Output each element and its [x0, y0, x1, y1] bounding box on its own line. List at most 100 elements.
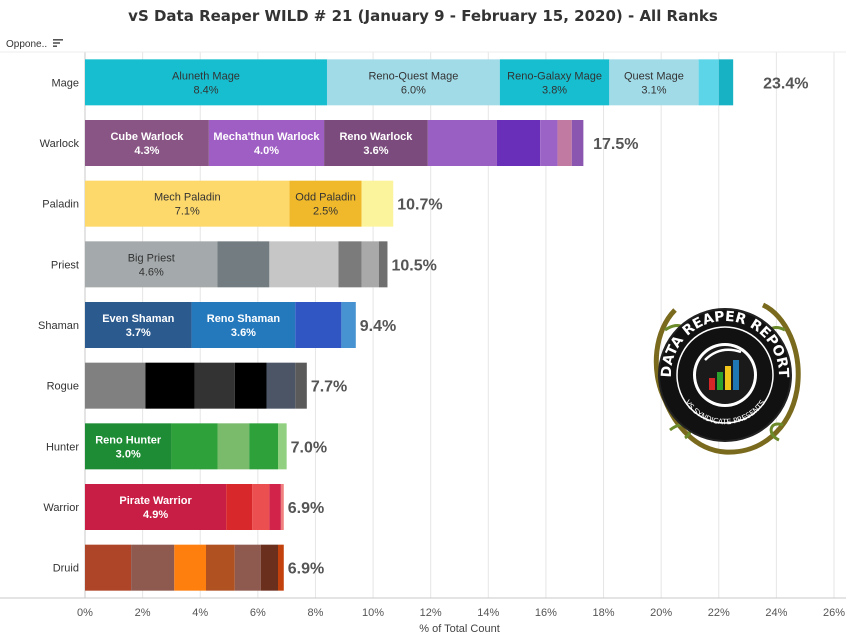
bar-segment	[85, 484, 227, 530]
x-tick-label: 8%	[308, 607, 324, 619]
segment-label: Reno Warlock	[339, 131, 413, 143]
segment-value-label: 4.0%	[254, 145, 279, 157]
segment-label: Odd Paladin	[295, 192, 356, 204]
x-tick-label: 6%	[250, 607, 266, 619]
x-tick-label: 26%	[823, 607, 845, 619]
segment-value-label: 3.6%	[363, 145, 388, 157]
bar-segment	[260, 544, 279, 591]
segment-label: Reno Shaman	[207, 313, 281, 325]
segment-label: Quest Mage	[624, 70, 684, 82]
bar-segment	[496, 120, 541, 166]
bar-segment	[171, 423, 218, 470]
bar-segment	[557, 120, 572, 166]
bar-segment	[85, 302, 192, 348]
segment-value-label: 3.1%	[641, 84, 666, 96]
bar-segment	[280, 484, 284, 530]
bar-segment	[217, 241, 270, 288]
segment-value-label: 6.0%	[401, 84, 426, 96]
bar-segment	[85, 362, 146, 409]
segment-value-label: 7.1%	[175, 206, 200, 218]
segment-value-label: 3.6%	[231, 327, 256, 339]
bar-segment	[252, 484, 270, 530]
x-tick-label: 14%	[477, 607, 499, 619]
segment-value-label: 4.6%	[139, 266, 164, 278]
category-label: Rogue	[47, 381, 79, 393]
segment-value-label: 2.5%	[313, 206, 338, 218]
segment-label: Even Shaman	[102, 313, 174, 325]
opponent-field-label[interactable]: Oppone..	[6, 39, 48, 50]
bar-segment	[289, 180, 362, 227]
bar-segment	[324, 120, 428, 166]
bar-segment	[571, 120, 584, 166]
bar-segment	[217, 423, 250, 470]
category-label: Priest	[51, 259, 79, 271]
category-label: Warrior	[43, 502, 79, 514]
segment-value-label: 3.0%	[116, 448, 141, 460]
segment-label: Cube Warlock	[110, 131, 184, 143]
bar-segment	[85, 120, 209, 166]
category-label: Paladin	[42, 199, 79, 211]
bar-total-label: 7.7%	[311, 379, 347, 396]
x-tick-label: 22%	[708, 607, 730, 619]
bar-segment	[145, 362, 195, 409]
x-tick-label: 18%	[593, 607, 615, 619]
bar-segment	[85, 241, 218, 288]
bar-total-label: 17.5%	[593, 136, 638, 153]
segment-value-label: 3.7%	[126, 327, 151, 339]
x-tick-label: 4%	[192, 607, 208, 619]
bar-segment	[205, 544, 235, 591]
bar-segment	[266, 362, 296, 409]
bar-segment	[609, 59, 699, 106]
bar-segment	[698, 59, 719, 106]
category-label: Hunter	[46, 441, 79, 453]
sort-icon[interactable]	[52, 37, 64, 49]
bar-segment	[249, 423, 279, 470]
bar-segment	[278, 544, 284, 591]
bar-segment	[208, 120, 325, 166]
bar-segment	[499, 59, 610, 106]
x-tick-label: 24%	[765, 607, 787, 619]
bar-segment	[295, 362, 307, 409]
bar-segment	[131, 544, 175, 591]
bar-segment	[194, 362, 235, 409]
bar-total-label: 10.5%	[391, 257, 436, 274]
category-label: Druid	[53, 563, 79, 575]
bar-total-label: 10.7%	[397, 197, 442, 214]
bar-segment	[338, 241, 362, 288]
bar-segment	[85, 180, 290, 227]
data-reaper-logo: DATA REAPER REPORT VS SYNDICATE PRESENTS	[653, 302, 801, 455]
x-tick-label: 0%	[77, 607, 93, 619]
bar-total-label: 23.4%	[763, 75, 808, 92]
bar-segment	[85, 423, 172, 470]
bar-segment	[85, 59, 327, 106]
bar-segment	[378, 241, 388, 288]
bar-segment	[226, 484, 253, 530]
segment-label: Aluneth Mage	[172, 70, 240, 82]
segment-label: Reno-Galaxy Mage	[507, 70, 602, 82]
bar-segment	[269, 241, 339, 288]
bar-segment	[234, 544, 261, 591]
bar-segment	[427, 120, 497, 166]
bar-segment	[85, 544, 132, 591]
bar-total-label: 9.4%	[360, 318, 396, 335]
chart-title: vS Data Reaper WILD # 21 (January 9 - Fe…	[128, 7, 718, 25]
segment-label: Big Priest	[128, 252, 175, 264]
segment-label: Mech Paladin	[154, 192, 221, 204]
x-tick-label: 16%	[535, 607, 557, 619]
segment-value-label: 4.3%	[134, 145, 159, 157]
category-label: Warlock	[40, 138, 80, 150]
segment-label: Reno-Quest Mage	[368, 70, 458, 82]
bar-total-label: 6.9%	[288, 561, 324, 578]
segment-label: Pirate Warrior	[119, 495, 192, 507]
bar-segment	[718, 59, 734, 106]
x-tick-label: 20%	[650, 607, 672, 619]
bar-segment	[361, 241, 379, 288]
bar-segment	[174, 544, 206, 591]
category-label: Shaman	[38, 320, 79, 332]
bar-segment	[191, 302, 296, 348]
x-tick-label: 2%	[135, 607, 151, 619]
bar-segment	[269, 484, 281, 530]
bar-segment	[540, 120, 558, 166]
bar-segment	[278, 423, 287, 470]
